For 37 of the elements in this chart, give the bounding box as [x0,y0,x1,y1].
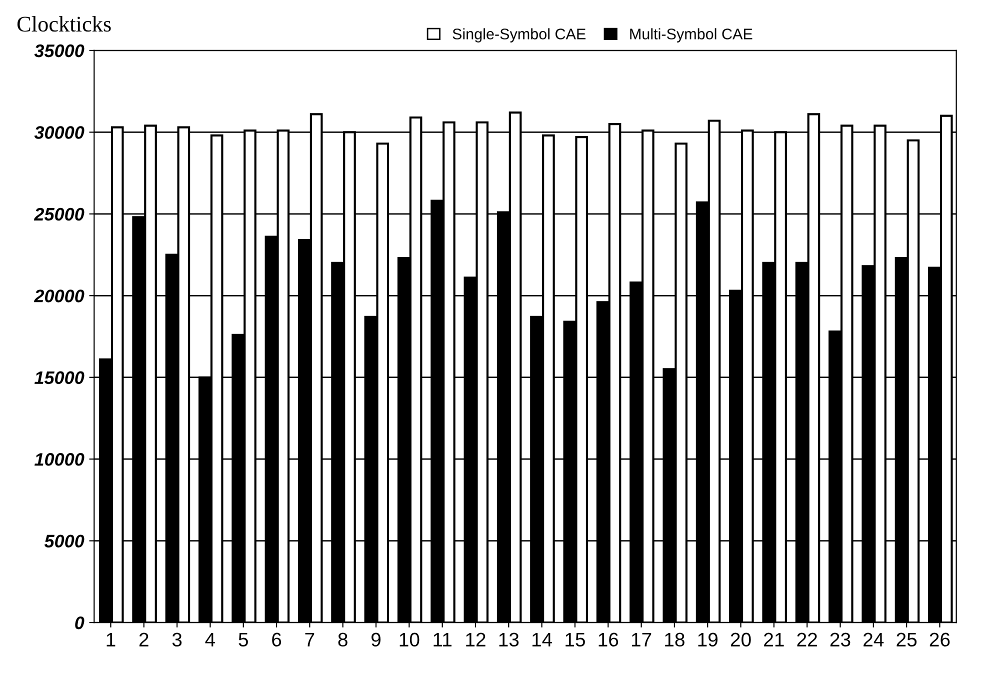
x-tick-label: 23 [830,632,850,647]
x-tick-label: 4 [205,632,216,646]
y-tick-label: 20000 [34,290,84,302]
x-tick-label: 12 [466,632,486,646]
x-tick-label: 1 [106,632,116,646]
y-tick-label: 35000 [34,44,84,58]
x-tick-label: 11 [434,632,452,646]
x-tick-label: 18 [665,632,684,647]
legend-label: Multi-Symbol CAE [630,28,752,42]
legend-label: Single-Symbol CAE [452,28,586,42]
y-tick-label: 15000 [34,371,84,384]
x-tick-label: 6 [272,632,282,647]
x-tick-label: 17 [632,632,652,646]
x-tick-label: 25 [896,632,917,647]
x-tick-label: 2 [139,632,148,646]
y-tick-label: 10000 [34,453,84,466]
x-tick-label: 26 [930,632,950,647]
x-tick-label: 19 [698,632,718,647]
y-tick-label: 25000 [34,208,84,221]
x-tick-label: 24 [864,632,884,646]
y-tick-label: 5000 [44,534,84,548]
x-tick-label: 8 [338,632,348,647]
x-tick-label: 22 [797,632,817,646]
x-tick-label: 13 [499,632,519,647]
x-tick-label: 7 [305,632,314,646]
x-tick-label: 5 [238,632,248,647]
x-tick-label: 10 [400,632,420,647]
y-tick-label: 0 [75,616,84,630]
x-tick-label: 14 [532,632,552,646]
x-tick-label: 9 [372,632,380,647]
x-tick-label: 20 [730,632,751,647]
x-tick-label: 16 [598,632,618,647]
x-tick-label: 3 [172,632,182,647]
x-tick-label: 15 [566,632,585,647]
x-tick-label: 21 [764,632,784,646]
y-axis-title: Clockticks [17,16,111,32]
y-tick-label: 30000 [34,126,84,139]
